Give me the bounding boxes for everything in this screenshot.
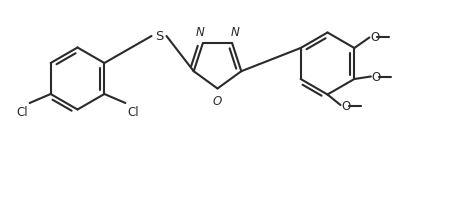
Text: O: O [212,95,222,108]
Text: S: S [155,30,163,43]
Text: Cl: Cl [16,105,28,118]
Text: N: N [196,26,204,39]
Text: O: O [371,71,380,84]
Text: O: O [369,31,379,44]
Text: N: N [230,26,238,39]
Text: O: O [341,99,350,112]
Text: Cl: Cl [127,105,139,118]
